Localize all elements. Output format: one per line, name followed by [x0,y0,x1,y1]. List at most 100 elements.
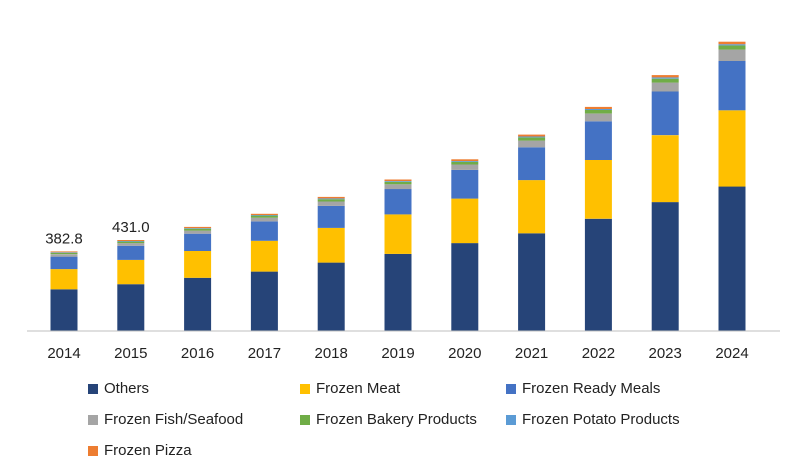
legend-item: Frozen Potato Products [506,411,680,428]
legend-item: Frozen Pizza [88,442,192,459]
bar-segment-2024-6 [718,41,746,45]
bar-segment-2018-5 [317,198,345,200]
bar-segment-2015-5 [117,241,145,242]
x-tick-label-2018: 2018 [315,345,348,362]
x-tick-label-2014: 2014 [47,345,80,362]
legend-label: Others [104,380,150,397]
legend-swatch [506,383,516,394]
x-tick-label-2015: 2015 [114,345,147,362]
bar-segment-2022-6 [584,106,612,109]
bar-segment-2024-4 [718,45,746,50]
bar-segment-2022-5 [584,109,612,110]
x-tick-label-2016: 2016 [181,345,214,362]
bar-segment-2020-2 [451,169,479,199]
bar-segment-2022-3 [584,113,612,122]
bar-segment-2017-3 [250,217,278,222]
legend-item: Others [88,380,149,397]
bar-segment-2024-3 [718,49,746,61]
bar-segment-2021-3 [518,140,546,148]
plot-area [50,41,746,331]
bar-segment-2020-3 [451,164,479,170]
bar-segment-2022-1 [584,159,612,219]
bar-segment-2018-0 [317,262,345,331]
bar-segment-2015-3 [117,243,145,246]
bar-segment-2022-4 [584,110,612,114]
bar-segment-2020-5 [451,161,479,162]
bar-segment-2016-5 [184,228,212,229]
bar-segment-2023-1 [651,135,679,203]
bar-segment-2024-1 [718,110,746,187]
bar-segment-2023-6 [651,75,679,78]
bar-segment-2019-6 [384,179,412,181]
bar-segment-2016-3 [184,230,212,234]
bar-segment-2022-0 [584,218,612,331]
bar-segment-2014-6 [50,251,78,253]
bar-segment-2017-6 [250,213,278,215]
data-label-2014: 382.8 [45,230,83,247]
legend-label: Frozen Meat [316,380,401,397]
bar-segment-2021-5 [518,136,546,138]
bar-segment-2024-0 [718,186,746,331]
bar-segment-2015-6 [117,240,145,241]
bar-segment-2015-0 [117,284,145,331]
bar-segment-2014-2 [50,256,78,270]
bar-segment-2016-6 [184,226,212,229]
bar-segment-2014-0 [50,289,78,331]
bar-segment-2017-0 [250,271,278,331]
legend-item: Frozen Bakery Products [300,411,477,428]
bar-segment-2024-5 [718,44,746,46]
legend-swatch [88,445,98,456]
legend-swatch [300,414,310,425]
legend-label: Frozen Ready Meals [522,380,661,397]
bar-segment-2017-1 [250,240,278,272]
bar-segment-2019-4 [384,181,412,185]
bar-segment-2021-6 [518,134,546,137]
legend-swatch [300,383,310,394]
bar-segment-2015-4 [117,241,145,244]
bar-segment-2023-5 [651,77,679,79]
bar-segment-2016-2 [184,233,212,251]
bar-segment-2019-1 [384,214,412,254]
x-tick-label-2019: 2019 [381,345,414,362]
bar-segment-2019-3 [384,184,412,190]
bar-segment-2021-0 [518,233,546,331]
bar-segment-2023-2 [651,91,679,136]
bar-segment-2019-2 [384,189,412,215]
legend-item: Frozen Ready Meals [506,380,660,397]
bar-segment-2017-5 [250,215,278,216]
bar-segment-2023-0 [651,202,679,331]
x-tick-label-2021: 2021 [515,345,548,362]
bar-segment-2020-6 [451,159,479,161]
bar-segment-2022-2 [584,121,612,160]
bar-segment-2014-5 [50,252,78,253]
x-tick-label-2022: 2022 [582,345,615,362]
data-label-2015: 431.0 [112,219,150,236]
bar-segment-2016-1 [184,251,212,278]
bar-segment-2017-4 [250,215,278,218]
x-axis-tick-labels: 2014 2015 2016 2017 2018 2019 2020 2021 2022 2023… [47,345,748,362]
x-tick-label-2024: 2024 [715,345,748,362]
bar-segment-2021-2 [518,147,546,181]
bar-segment-2015-2 [117,245,145,260]
legend-item: Frozen Fish/Seafood [88,411,243,428]
legend-label: Frozen Pizza [104,442,192,459]
bar-segment-2016-4 [184,228,212,231]
bar-segment-2015-1 [117,259,145,285]
legend-swatch [88,414,98,425]
bar-segment-2014-1 [50,269,78,290]
bar-segment-2019-5 [384,180,412,182]
bar-segment-2016-0 [184,277,212,331]
bar-segment-2020-0 [451,243,479,331]
legend-item: Frozen Meat [300,380,400,397]
stacked-bar-chart: 2014 2015 2016 2017 2018 2019 2020 2021 2022 2023… [27,41,780,362]
bar-segment-2020-1 [451,198,479,244]
legend-swatch [88,383,98,394]
bar-segment-2019-0 [384,253,412,331]
legend-label: Frozen Potato Products [522,411,680,428]
bar-segment-2018-4 [317,199,345,202]
bar-segment-2018-6 [317,196,345,199]
bar-segment-2024-2 [718,61,746,111]
x-tick-label-2020: 2020 [448,345,481,362]
bar-segment-2017-2 [250,221,278,241]
bar-segment-2023-4 [651,78,679,83]
